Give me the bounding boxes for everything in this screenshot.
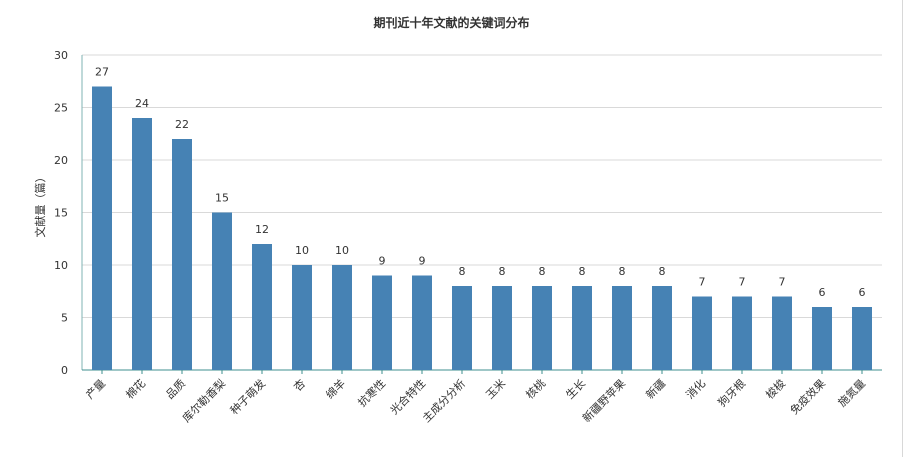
bar <box>652 286 672 370</box>
data-label: 7 <box>699 276 706 289</box>
y-tick-label: 10 <box>54 259 68 272</box>
data-label: 27 <box>95 66 109 79</box>
data-label: 7 <box>779 276 786 289</box>
data-label: 6 <box>819 286 826 299</box>
x-tick-label: 施氮量 <box>835 376 868 409</box>
x-tick-label: 生长 <box>563 376 588 401</box>
y-tick-label: 5 <box>61 312 68 325</box>
y-tick-label: 30 <box>54 49 68 62</box>
data-label: 9 <box>379 255 386 268</box>
data-label: 15 <box>215 192 229 205</box>
bar <box>492 286 512 370</box>
data-label: 8 <box>619 265 626 278</box>
x-tick-label: 狗牙根 <box>715 376 748 409</box>
bar <box>532 286 552 370</box>
bar <box>172 139 192 370</box>
bar <box>92 86 112 370</box>
x-tick-label: 产量 <box>83 376 108 401</box>
data-label: 8 <box>459 265 466 278</box>
data-label: 9 <box>419 255 426 268</box>
x-tick-label: 消化 <box>683 376 708 401</box>
data-label: 12 <box>255 223 269 236</box>
y-tick-label: 20 <box>54 154 68 167</box>
x-tick-label: 杏 <box>291 377 308 394</box>
bar <box>252 244 272 370</box>
data-label: 6 <box>859 286 866 299</box>
x-tick-label: 棉花 <box>123 376 148 401</box>
data-label: 8 <box>579 265 586 278</box>
bar <box>572 286 592 370</box>
bar <box>452 286 472 370</box>
x-tick-label: 品质 <box>163 377 188 402</box>
chart-title: 期刊近十年文献的关键词分布 <box>373 16 530 30</box>
x-tick-label: 新疆野苹果 <box>579 376 628 425</box>
x-tick-label: 主成分分析 <box>419 376 468 425</box>
bar <box>852 307 872 370</box>
data-label: 10 <box>335 244 349 257</box>
bar <box>732 296 752 370</box>
x-tick-label: 玉米 <box>483 377 508 402</box>
y-axis-title: 文献量（篇） <box>33 172 47 238</box>
x-tick-label: 新疆 <box>643 376 668 401</box>
bar <box>772 296 792 370</box>
x-tick-label: 绵羊 <box>323 376 348 401</box>
x-tick-label: 核桃 <box>523 376 548 401</box>
data-label: 8 <box>499 265 506 278</box>
bar <box>692 296 712 370</box>
x-tick-label: 库尔勒香梨 <box>179 376 228 425</box>
x-tick-label: 免疫效果 <box>787 376 828 417</box>
bar <box>332 265 352 370</box>
data-label: 8 <box>539 265 546 278</box>
y-tick-label: 25 <box>54 102 68 115</box>
bar <box>372 275 392 370</box>
y-tick-label: 0 <box>61 364 68 377</box>
y-tick-label: 15 <box>54 207 68 220</box>
data-label: 10 <box>295 244 309 257</box>
data-label: 7 <box>739 276 746 289</box>
x-tick-label: 抗寒性 <box>355 376 388 409</box>
data-label: 22 <box>175 118 189 131</box>
bar <box>412 275 432 370</box>
x-tick-label: 种子萌发 <box>227 376 268 417</box>
data-label: 8 <box>659 265 666 278</box>
bar <box>132 118 152 370</box>
bar <box>292 265 312 370</box>
bar <box>812 307 832 370</box>
data-label: 24 <box>135 97 149 110</box>
bar <box>612 286 632 370</box>
bar <box>212 212 232 370</box>
x-tick-label: 光合特性 <box>387 376 428 417</box>
x-tick-label: 梭梭 <box>763 376 788 401</box>
